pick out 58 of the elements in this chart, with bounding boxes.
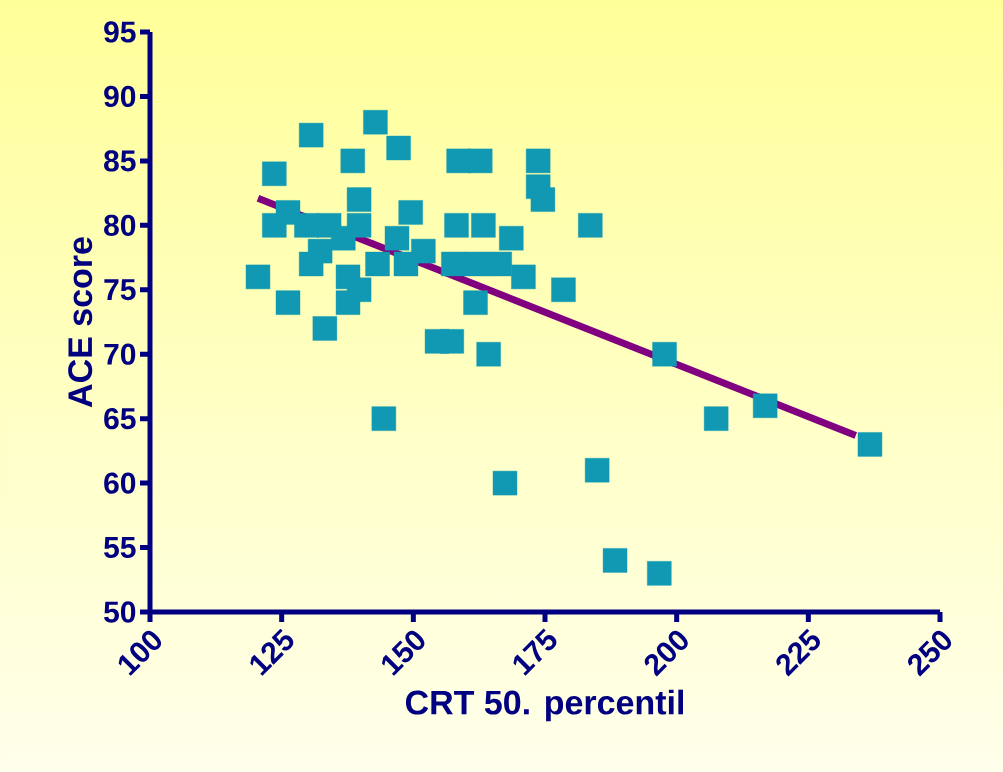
point <box>511 264 536 290</box>
point <box>363 110 388 135</box>
point <box>312 316 338 341</box>
point <box>551 277 576 302</box>
y-tick-label: 90 <box>104 85 136 108</box>
x-tick-label: 100 <box>118 630 162 676</box>
point <box>398 200 423 225</box>
y-tick-label: 60 <box>104 472 136 494</box>
point <box>439 329 464 354</box>
point <box>463 290 488 315</box>
point <box>346 213 372 238</box>
point <box>307 238 333 264</box>
point <box>476 342 501 367</box>
point <box>471 213 496 238</box>
x-tick-label: 150 <box>382 630 425 676</box>
point <box>384 226 410 251</box>
point <box>371 406 397 431</box>
point <box>602 548 628 573</box>
y-tick-label: 75 <box>104 279 136 301</box>
point <box>262 161 287 186</box>
point <box>487 251 512 277</box>
x-tick-label: 225 <box>776 628 820 677</box>
y-tick-label: 55 <box>104 537 136 559</box>
point <box>525 148 551 174</box>
y-axis-title: ACE score <box>68 237 93 408</box>
x-tick-label: 200 <box>644 630 688 677</box>
point <box>492 470 518 496</box>
point <box>444 213 469 238</box>
y-tick-label: 95 <box>104 21 136 43</box>
x-tick-label: 175 <box>513 628 557 676</box>
point <box>365 251 390 277</box>
point <box>647 561 672 586</box>
y-tick-label: 70 <box>104 343 136 365</box>
point <box>752 393 778 418</box>
point <box>499 226 524 251</box>
point <box>245 264 271 290</box>
point <box>652 342 677 367</box>
point <box>441 251 466 277</box>
point <box>464 251 489 277</box>
point <box>530 187 556 212</box>
y-tick-label: 85 <box>104 150 136 172</box>
y-tick-label: 50 <box>104 601 136 623</box>
x-tick-label: 125 <box>250 628 294 676</box>
point <box>578 213 603 238</box>
x-tick-label: 250 <box>908 630 952 677</box>
point <box>411 238 436 264</box>
x-axis-title: CRT 50. percentil <box>405 689 684 722</box>
point <box>275 290 301 315</box>
point <box>340 148 365 174</box>
point <box>857 432 883 457</box>
point <box>386 135 411 161</box>
y-tick-label: 80 <box>104 214 136 236</box>
point <box>346 187 372 212</box>
point <box>584 458 610 483</box>
point <box>468 148 493 174</box>
point <box>703 406 729 431</box>
point <box>298 122 324 148</box>
y-tick-label: 65 <box>104 408 136 430</box>
